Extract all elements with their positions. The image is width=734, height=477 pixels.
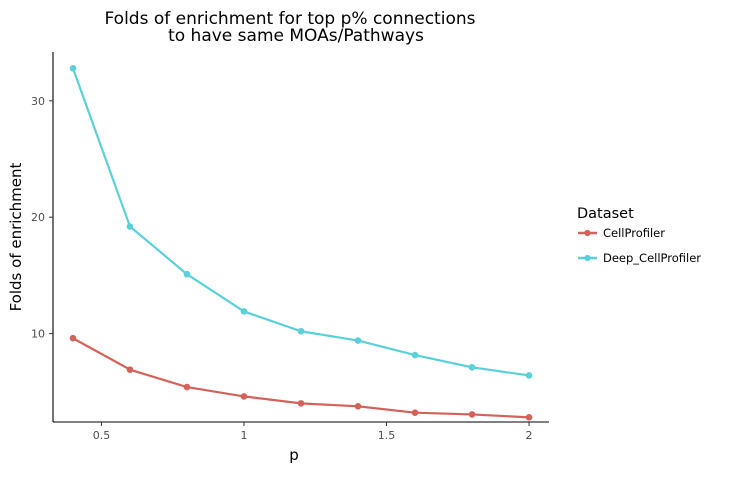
y-axis-title: Folds of enrichment bbox=[7, 162, 25, 311]
data-point bbox=[525, 414, 533, 421]
chart-title: Folds of enrichment for top p% connectio… bbox=[105, 9, 476, 46]
data-point bbox=[297, 400, 305, 407]
y-tick-label: 30 bbox=[31, 95, 45, 108]
x-axis-title: p bbox=[289, 446, 299, 464]
x-tick-label: 1 bbox=[240, 429, 247, 442]
data-point bbox=[411, 409, 419, 416]
x-tick-label: 0.5 bbox=[93, 429, 111, 442]
legend-title: Dataset bbox=[577, 206, 634, 222]
x-axis-ticks: 0.5 1 1.5 2 bbox=[93, 422, 533, 442]
legend: Dataset CellProfiler Deep_CellProfiler bbox=[577, 206, 701, 265]
plot-area bbox=[69, 64, 533, 421]
y-tick-label: 20 bbox=[31, 211, 45, 224]
y-tick-label: 10 bbox=[31, 328, 45, 341]
data-point bbox=[354, 402, 362, 410]
data-point bbox=[240, 393, 248, 400]
chart-title-line-1: Folds of enrichment for top p% connectio… bbox=[105, 9, 476, 29]
data-point bbox=[297, 327, 305, 335]
y-axis-ticks: 10 20 30 bbox=[31, 95, 53, 341]
data-point bbox=[183, 383, 191, 391]
data-point bbox=[126, 366, 134, 373]
data-point bbox=[411, 351, 419, 359]
data-point bbox=[468, 364, 476, 371]
data-point bbox=[468, 411, 476, 418]
data-point bbox=[354, 337, 362, 344]
data-point bbox=[525, 372, 533, 379]
data-point bbox=[183, 270, 191, 278]
x-tick-label: 1.5 bbox=[378, 429, 396, 442]
x-tick-label: 2 bbox=[526, 429, 533, 442]
data-point bbox=[69, 334, 77, 342]
data-point bbox=[69, 64, 77, 72]
data-point bbox=[126, 223, 134, 230]
legend-key-point bbox=[584, 254, 591, 262]
chart-title-line-2: to have same MOAs/Pathways bbox=[168, 26, 424, 46]
legend-label: CellProfiler bbox=[603, 226, 665, 240]
legend-key-point bbox=[584, 229, 591, 237]
data-point bbox=[240, 308, 248, 315]
legend-label: Deep_CellProfiler bbox=[603, 251, 701, 265]
axes bbox=[52, 52, 549, 423]
